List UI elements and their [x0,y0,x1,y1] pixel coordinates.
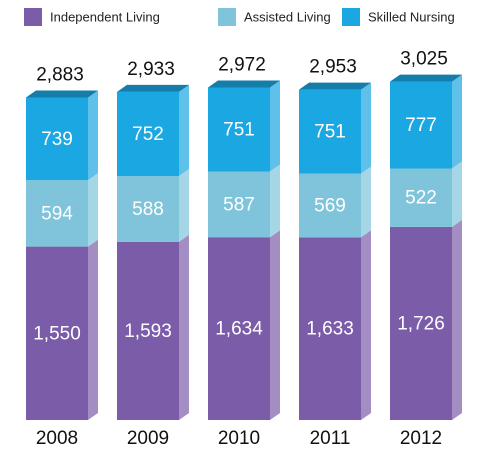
segment-label: 1,633 [306,319,354,340]
bar-segment [26,173,98,247]
bar-segment [208,80,280,172]
bar-segment [208,230,280,420]
bar-side [88,239,98,420]
total-label: 2,953 [309,57,357,78]
x-tick-label: 2011 [310,428,351,449]
bar-side [452,74,462,169]
bar-top [26,90,98,98]
total-label: 2,972 [218,55,266,76]
bar-segment [299,82,371,174]
x-tick-label: 2008 [36,428,78,449]
bar-front [117,91,179,177]
bar-front [299,237,361,420]
bar-side [452,161,462,227]
bar-side [270,230,280,420]
x-tick-label: 2012 [400,428,442,449]
segment-label: 1,726 [397,313,445,334]
bar-front [299,173,361,238]
bar-segment [390,161,462,227]
total-label: 2,933 [127,59,175,80]
x-tick-label: 2010 [218,428,260,449]
legend-swatch [24,8,42,26]
x-tick-label: 2009 [127,428,169,449]
bar-segment [26,90,98,181]
bar-front [117,176,179,242]
legend-label: Skilled Nursing [368,9,455,24]
bar-side [179,84,189,177]
bar-segment [390,219,462,420]
segment-label: 522 [405,188,437,209]
total-label: 2,883 [36,64,84,85]
bar-side [270,80,280,172]
bar-side [88,173,98,247]
bar-front [390,81,452,169]
segment-label: 777 [405,115,437,136]
segment-label: 752 [132,124,164,145]
bar-front [390,226,452,420]
segment-label: 1,634 [215,319,263,340]
segment-label: 594 [41,203,73,224]
bar-front [299,89,361,174]
legend-swatch [218,8,236,26]
segment-label: 1,550 [33,323,81,344]
bar-top [299,82,371,90]
bar-segment [299,166,371,238]
total-label: 3,025 [400,49,448,70]
bar-top [390,74,462,82]
bar-side [88,90,98,181]
bar-segment [117,169,189,242]
segment-label: 569 [314,195,346,216]
bar-front [390,168,452,227]
bar-top [117,84,189,92]
bar-segment [208,164,280,238]
bar-front [117,241,179,420]
bar-top [208,80,280,88]
bar-front [26,97,88,181]
bar-side [179,234,189,420]
bar-front [208,171,270,238]
segment-label: 739 [41,129,73,150]
bar-segment [117,84,189,177]
bar-front [208,87,270,172]
legend-label: Independent Living [50,9,160,24]
bar-front [26,180,88,247]
segment-label: 751 [223,120,255,141]
legend-swatch [342,8,360,26]
bar-side [361,166,371,238]
segment-label: 751 [314,122,346,143]
bar-segment [299,230,371,420]
bar-side [179,169,189,242]
segment-label: 1,593 [124,321,172,342]
legend-label: Assisted Living [244,9,331,24]
bar-side [270,164,280,238]
segment-label: 588 [132,199,164,220]
segment-label: 587 [223,194,255,215]
bar-segment [117,234,189,420]
bar-side [361,82,371,174]
bar-segment [390,74,462,169]
bar-side [452,219,462,420]
bar-front [26,246,88,420]
bar-front [208,237,270,420]
bar-side [361,230,371,420]
bar-segment [26,239,98,420]
